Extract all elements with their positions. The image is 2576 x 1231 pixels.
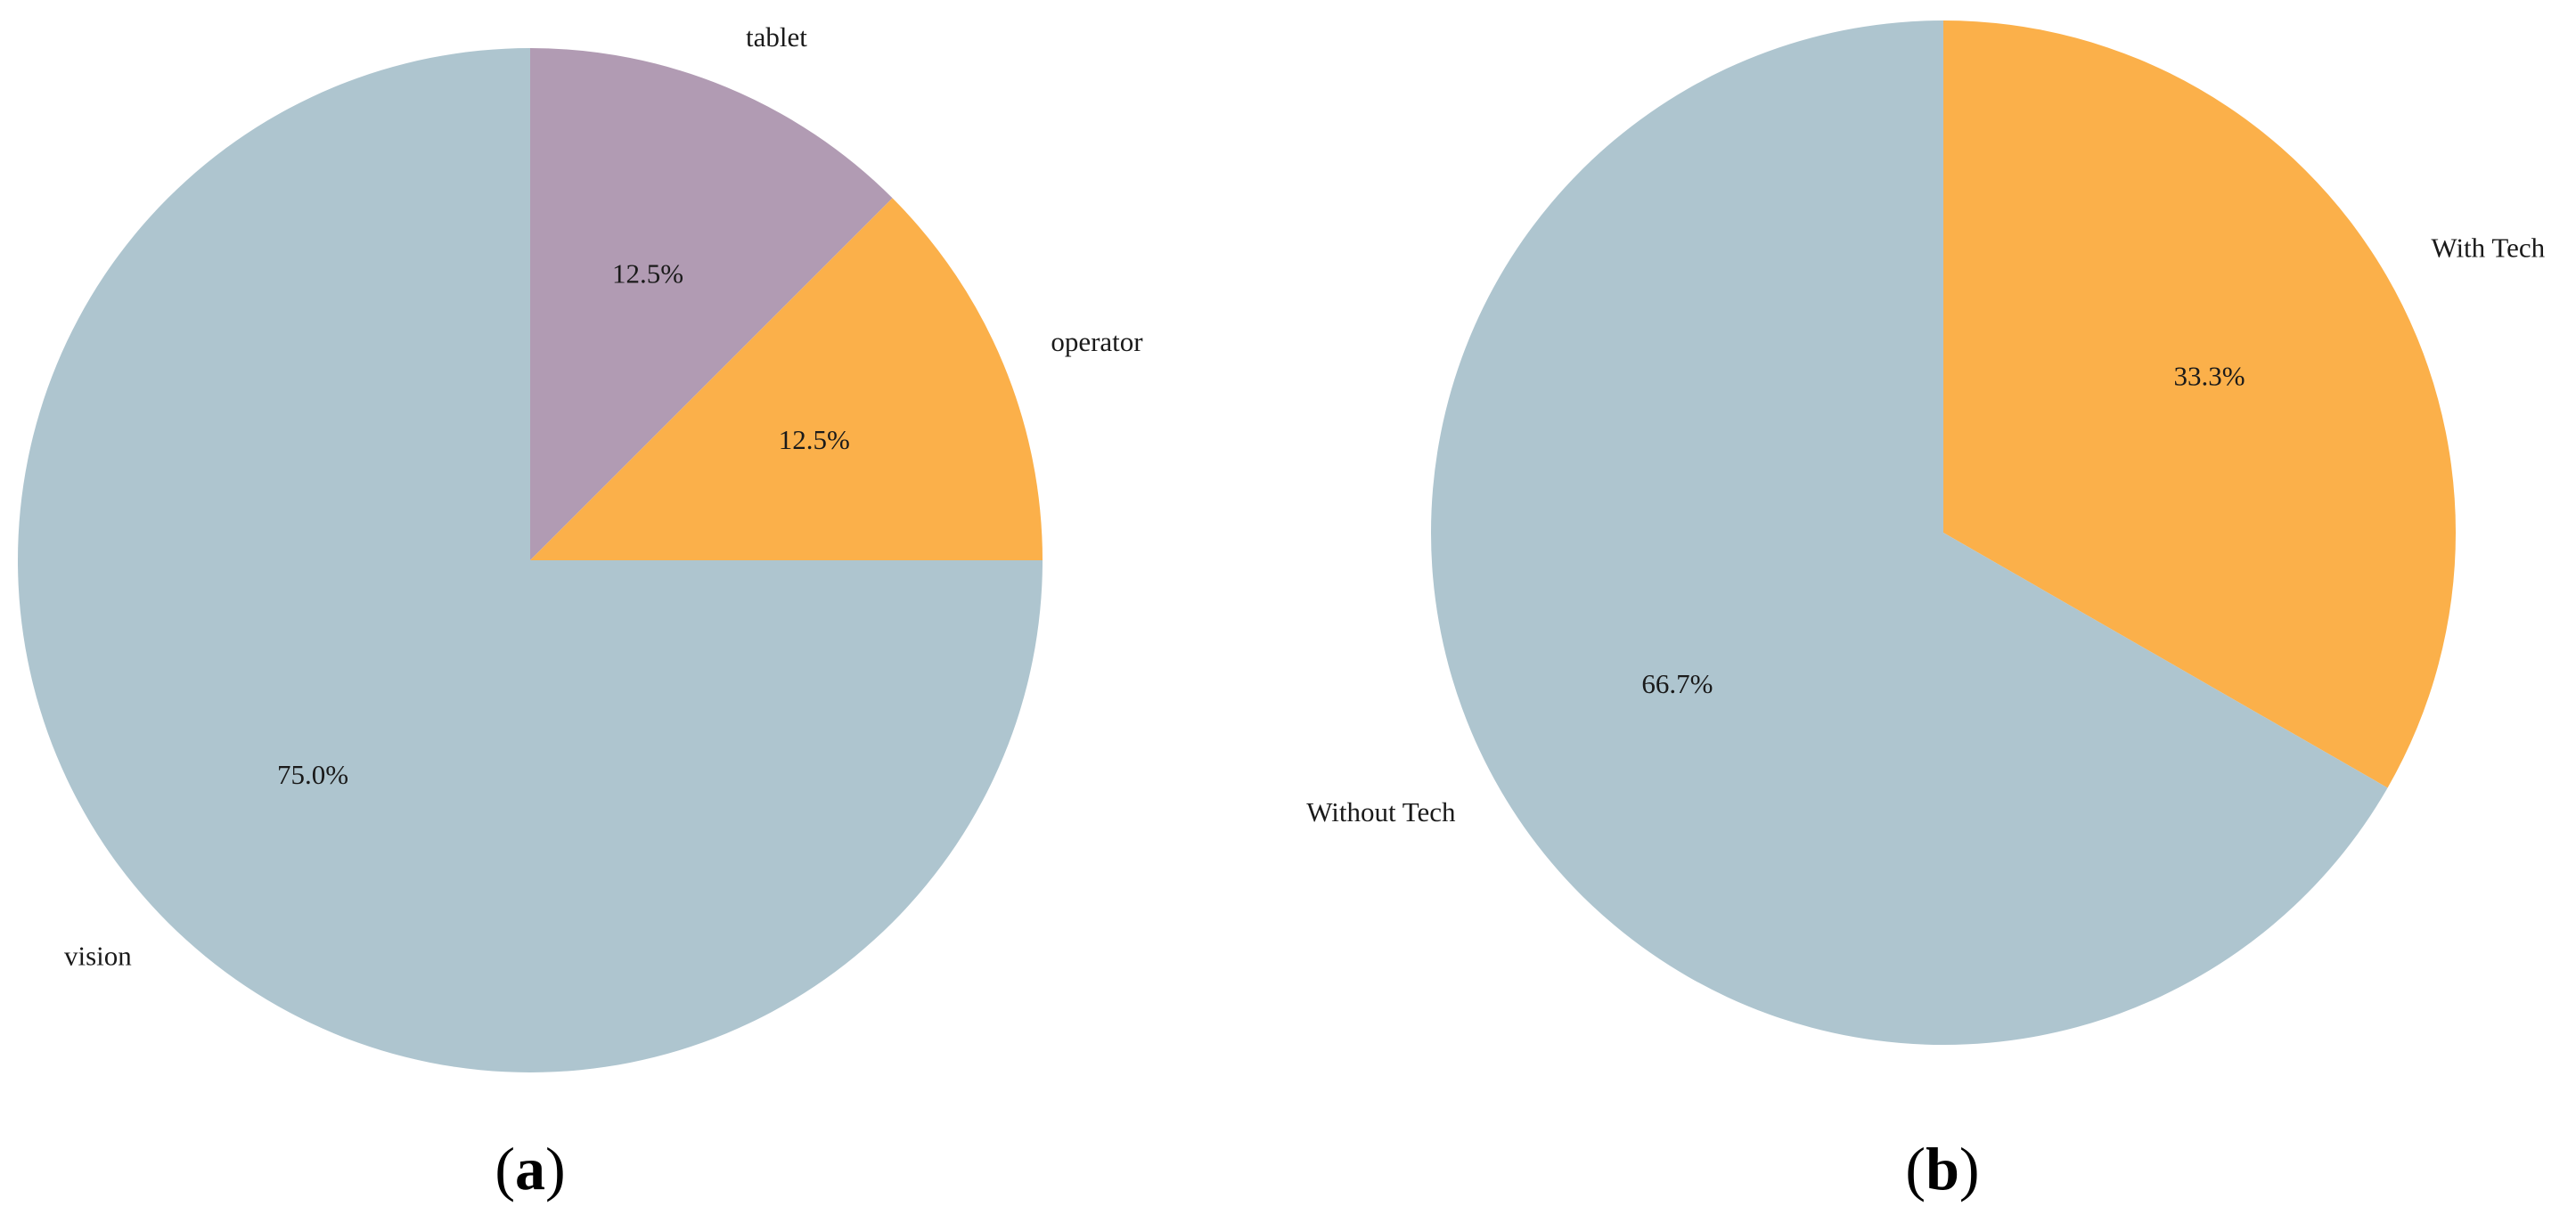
- slice-label-with-tech: With Tech: [2431, 232, 2545, 263]
- pct-label-operator: 12.5%: [779, 424, 850, 455]
- panel-caption-b-letter: b: [1926, 1135, 1959, 1202]
- slice-label-tablet: tablet: [746, 21, 807, 53]
- pct-label-vision: 75.0%: [277, 759, 348, 790]
- pct-label-tablet: 12.5%: [612, 257, 683, 289]
- panel-caption-a: (a): [495, 1135, 565, 1202]
- panel-caption-a-letter: a: [515, 1135, 545, 1202]
- pie-slice-tablet: [530, 48, 893, 560]
- pie-chart-b: 33.3% With Tech 66.7% Without Tech: [1306, 20, 2546, 1045]
- panel-caption-b: (b): [1905, 1135, 1979, 1202]
- pie-slice-with-tech: [1943, 20, 2456, 788]
- pie-slice-without-tech: [1431, 20, 2388, 1045]
- pie-slice-operator: [530, 198, 1043, 560]
- pie-slice-vision: [18, 48, 1043, 1072]
- slice-label-operator: operator: [1051, 326, 1143, 357]
- slice-label-vision: vision: [64, 940, 132, 971]
- slice-label-without-tech: Without Tech: [1306, 796, 1456, 827]
- pie-chart-a: 12.5% tablet 12.5% operator 75.0% vision: [18, 21, 1143, 1072]
- pct-label-with-tech: 33.3%: [2174, 360, 2245, 391]
- pct-label-without-tech: 66.7%: [1641, 668, 1713, 699]
